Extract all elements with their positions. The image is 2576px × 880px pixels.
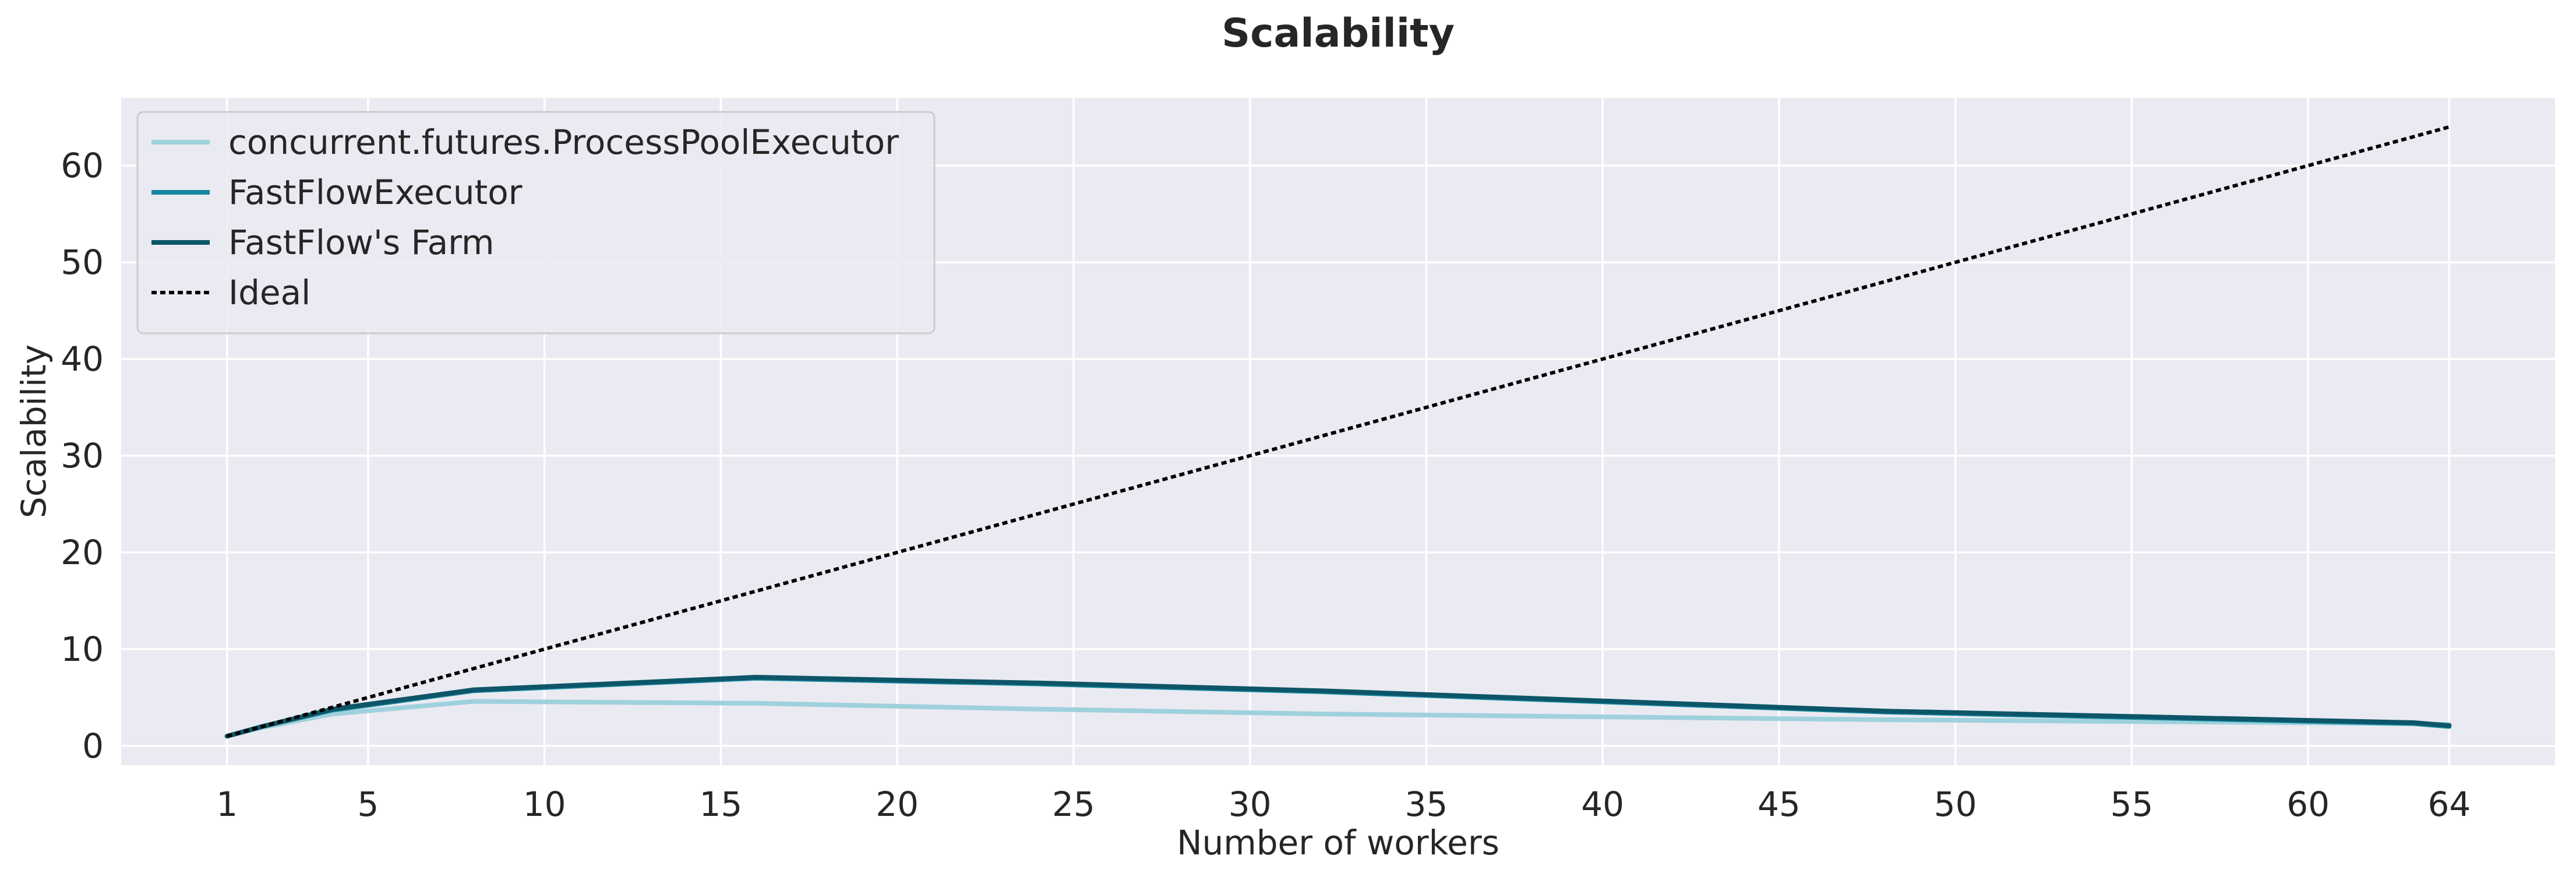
x-tick-label: 50 bbox=[1934, 784, 1977, 824]
legend: concurrent.futures.ProcessPoolExecutor Fa… bbox=[136, 111, 936, 335]
x-tick-label: 55 bbox=[2110, 784, 2153, 824]
x-tick-label: 35 bbox=[1405, 784, 1448, 824]
y-tick-label: 50 bbox=[61, 242, 104, 282]
y-tick-label: 0 bbox=[82, 726, 104, 766]
legend-label: FastFlowExecutor bbox=[228, 173, 523, 212]
y-tick-label: 60 bbox=[61, 146, 104, 185]
legend-box bbox=[136, 111, 936, 335]
series-layer bbox=[224, 125, 2452, 739]
x-axis-label: Number of workers bbox=[1177, 823, 1499, 863]
legend-label: FastFlow's Farm bbox=[228, 223, 494, 262]
y-tick-label: 20 bbox=[61, 533, 104, 572]
x-tick-label: 40 bbox=[1581, 784, 1624, 824]
x-tick-label: 1 bbox=[216, 784, 238, 824]
x-tick-label: 60 bbox=[2286, 784, 2330, 824]
series-line-0 bbox=[224, 699, 2452, 739]
legend-label: concurrent.futures.ProcessPoolExecutor bbox=[228, 122, 899, 162]
y-tick-label: 30 bbox=[61, 436, 104, 476]
legend-label: Ideal bbox=[228, 273, 310, 312]
x-tick-label: 25 bbox=[1052, 784, 1095, 824]
x-tick-label: 10 bbox=[523, 784, 566, 824]
x-tick-label: 20 bbox=[876, 784, 919, 824]
chart-title: Scalability bbox=[1222, 10, 1455, 57]
y-axis-label: Scalability bbox=[14, 344, 54, 518]
x-tick-label: 45 bbox=[1758, 784, 1801, 824]
x-tick-label: 64 bbox=[2427, 784, 2471, 824]
y-tick-label: 10 bbox=[61, 629, 104, 669]
y-tick-label: 40 bbox=[61, 339, 104, 379]
x-tick-label: 5 bbox=[357, 784, 379, 824]
x-tick-label: 30 bbox=[1229, 784, 1272, 824]
x-tick-label: 15 bbox=[699, 784, 742, 824]
